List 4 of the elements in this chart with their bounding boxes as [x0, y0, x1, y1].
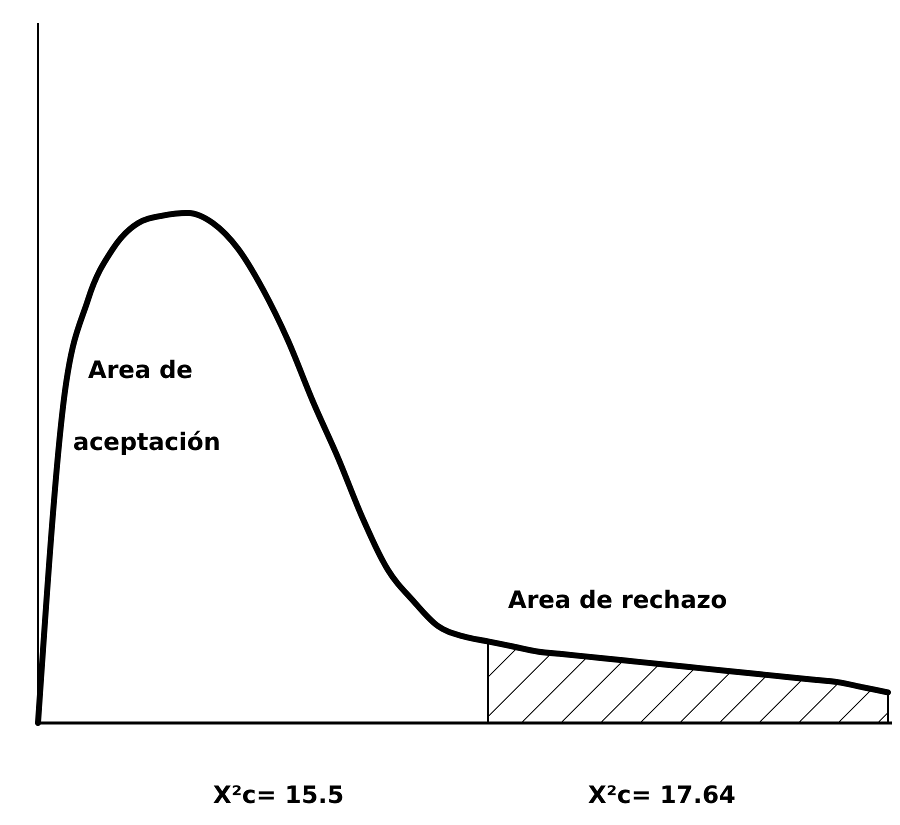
annotation: Area de rechazo	[508, 586, 728, 614]
text: X²c= 17.64	[588, 781, 736, 809]
text: Area de aceptación	[73, 356, 221, 456]
text: X²c= 15.5	[213, 781, 344, 809]
